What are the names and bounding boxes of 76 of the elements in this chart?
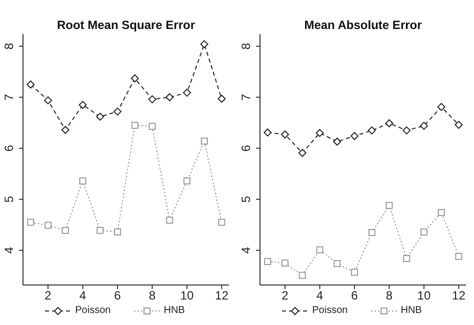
point [385, 119, 394, 128]
y-tick-label: 7 [2, 94, 16, 101]
point [420, 228, 428, 236]
point [218, 94, 226, 103]
x-tick-label: 4 [79, 288, 86, 303]
point [455, 252, 462, 260]
point [166, 93, 174, 102]
y-tick-label: 8 [239, 42, 253, 50]
point [350, 132, 358, 140]
point [96, 226, 104, 234]
point [27, 218, 34, 226]
point [96, 112, 104, 121]
chart-title: Root Mean Square Error [56, 18, 196, 32]
point [316, 128, 324, 137]
point [79, 177, 86, 184]
point [333, 138, 342, 146]
x-tick-label: 10 [180, 288, 194, 303]
point [420, 122, 428, 130]
y-tick-label: 4 [239, 246, 253, 254]
point [437, 102, 446, 111]
point [78, 100, 87, 109]
x-tick-label: 12 [452, 288, 466, 303]
y-tick-label: 8 [2, 42, 16, 50]
point [113, 108, 122, 116]
x-tick-label: 6 [351, 288, 358, 303]
chart-title: Mean Absolute Error [303, 18, 423, 32]
point [200, 40, 208, 48]
x-tick-label: 8 [148, 288, 156, 303]
point [368, 228, 376, 236]
x-tick-label: 10 [417, 288, 431, 303]
point [148, 95, 156, 104]
point [44, 96, 52, 104]
x-tick-label: 4 [316, 288, 324, 303]
point [114, 228, 121, 236]
y-tick-label: 6 [239, 144, 253, 152]
point [454, 120, 463, 129]
point [183, 177, 190, 184]
point [264, 128, 272, 136]
point [316, 246, 324, 254]
point [368, 126, 376, 134]
y-tick-label: 4 [2, 246, 16, 254]
point [218, 218, 226, 226]
point [281, 130, 290, 138]
point [350, 268, 358, 276]
point [44, 222, 52, 229]
x-tick-label: 2 [44, 288, 52, 303]
point [148, 122, 156, 130]
legend-label: Poisson [75, 305, 111, 316]
legend-label: Poisson [312, 305, 348, 316]
point [61, 126, 70, 134]
point [130, 74, 139, 82]
point [131, 122, 138, 129]
y-tick-label: 6 [2, 144, 16, 152]
y-tick-label: 7 [239, 94, 253, 101]
point [264, 258, 272, 266]
point [298, 148, 306, 157]
x-tick-label: 8 [386, 288, 393, 303]
y-tick-label: 5 [239, 196, 253, 203]
point [182, 88, 191, 97]
point [386, 202, 393, 209]
y-tick-label: 5 [2, 196, 16, 203]
point [200, 138, 208, 145]
point [26, 80, 35, 89]
point [298, 272, 306, 279]
x-tick-label: 6 [114, 288, 122, 303]
point [334, 260, 341, 268]
point [62, 226, 69, 234]
x-tick-label: 12 [215, 288, 229, 303]
legend-label: HNB [164, 305, 185, 316]
point [403, 254, 410, 262]
point [438, 209, 445, 216]
legend-label: HNB [400, 305, 422, 316]
x-tick-label: 2 [282, 288, 289, 303]
point [166, 216, 174, 224]
point [402, 126, 411, 134]
point [282, 260, 289, 267]
